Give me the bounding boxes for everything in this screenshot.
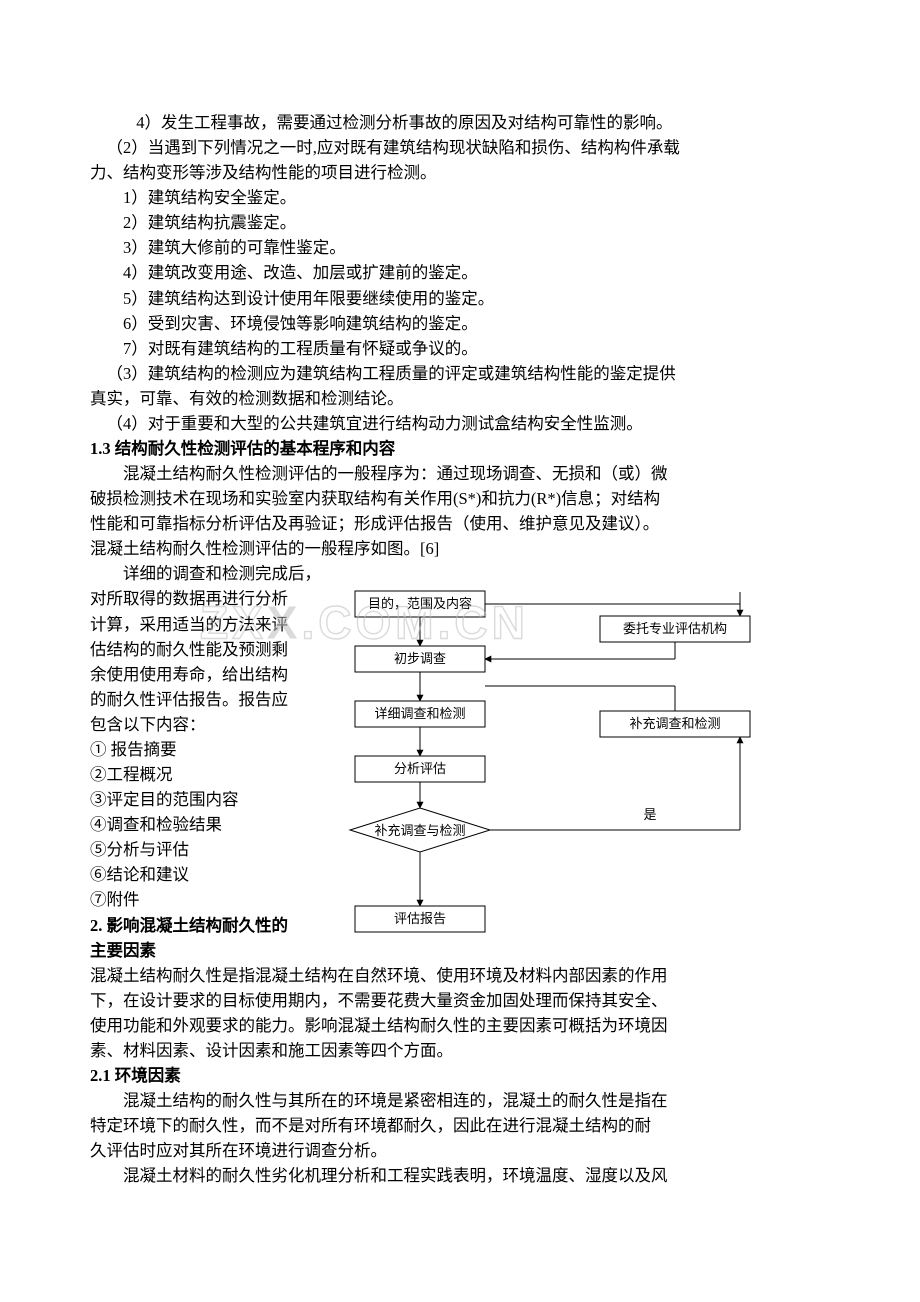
body-text: 计算，采用适当的方法来评 xyxy=(90,612,300,637)
heading-1-3: 1.3 结构耐久性检测评估的基本程序和内容 xyxy=(90,436,830,461)
body-text: 素、材料因素、设计因素和施工因素等四个方面。 xyxy=(90,1038,830,1063)
body-text: 3）建筑大修前的可靠性鉴定。 xyxy=(90,235,830,260)
list-item: ③评定目的范围内容 xyxy=(90,787,300,812)
list-item: ②工程概况 xyxy=(90,762,300,787)
body-text: 真实，可靠、有效的检测数据和检测结论。 xyxy=(90,386,830,411)
body-text: （3）建筑结构的检测应为建筑结构工程质量的评定或建筑结构性能的鉴定提供 xyxy=(90,361,830,386)
flowchart-container: 目的，范围及内容 初步调查 详细调查和检测 分析评估 补充调查与检测 评估报告 … xyxy=(300,586,830,956)
body-text: 1）建筑结构安全鉴定。 xyxy=(90,185,830,210)
body-text: 特定环境下的耐久性，而不是对所有环境都耐久，因此在进行混凝土结构的耐 xyxy=(90,1113,830,1138)
left-text-column: 对所取得的数据再进行分析 计算，采用适当的方法来评 估结构的耐久性能及预测剩 余… xyxy=(90,586,300,962)
body-text: 余使用使用寿命，给出结构 xyxy=(90,662,300,687)
document-page: ZXX.COM.CN 4）发生工程事故，需要通过检测分析事故的原因及对结构可靠性… xyxy=(0,0,920,1248)
body-text: 力、结构变形等涉及结构性能的项目进行检测。 xyxy=(90,160,830,185)
body-text: （2）当遇到下列情况之一时,应对既有建筑结构现状缺陷和损伤、结构构件承载 xyxy=(90,135,830,160)
body-text: 估结构的耐久性能及预测剩 xyxy=(90,637,300,662)
body-text: 混凝土结构耐久性检测评估的一般程序为：通过现场调查、无损和（或）微 xyxy=(90,461,830,486)
body-text: 破损检测技术在现场和实验室内获取结构有关作用(S*)和抗力(R*)信息；对结构 xyxy=(90,486,830,511)
flow-label: 目的，范围及内容 xyxy=(368,596,472,611)
body-text: 性能和可靠指标分析评估及再验证；形成评估报告（使用、维护意见及建议）。 xyxy=(90,511,830,536)
heading-2-1: 2.1 环境因素 xyxy=(90,1063,830,1088)
body-text: 混凝土材料的耐久性劣化机理分析和工程实践表明，环境温度、湿度以及风 xyxy=(90,1163,830,1188)
body-text: 的耐久性评估报告。报告应 xyxy=(90,687,300,712)
list-item: ⑤分析与评估 xyxy=(90,837,300,862)
body-text: 详细的调查和检测完成后， xyxy=(90,561,830,586)
body-text: 5）建筑结构达到设计使用年限要继续使用的鉴定。 xyxy=(90,286,830,311)
flowchart: 目的，范围及内容 初步调查 详细调查和检测 分析评估 补充调查与检测 评估报告 … xyxy=(300,586,790,956)
body-text: 7）对既有建筑结构的工程质量有怀疑或争议的。 xyxy=(90,336,830,361)
body-text: 使用功能和外观要求的能力。影响混凝土结构耐久性的主要因素可概括为环境因 xyxy=(90,1013,830,1038)
list-item: ④调查和检验结果 xyxy=(90,812,300,837)
body-text: 2）建筑结构抗震鉴定。 xyxy=(90,210,830,235)
body-text: 混凝土结构耐久性是指混凝土结构在自然环境、使用环境及材料内部因素的作用 xyxy=(90,963,830,988)
body-text: 混凝土结构的耐久性与其所在的环境是紧密相连的，混凝土的耐久性是指在 xyxy=(90,1088,830,1113)
body-text: （4）对于重要和大型的公共建筑宜进行结构动力测试盒结构安全性监测。 xyxy=(90,411,830,436)
flow-label: 补充调查与检测 xyxy=(374,823,465,838)
heading-2: 2. 影响混凝土结构耐久性的 xyxy=(90,913,300,938)
body-text: 下，在设计要求的目标使用期内，不需要花费大量资金加固处理而保持其安全、 xyxy=(90,988,830,1013)
heading-2: 主要因素 xyxy=(90,938,300,963)
flow-label: 分析评估 xyxy=(394,761,446,776)
flow-label: 详细调查和检测 xyxy=(374,706,465,721)
body-text: 对所取得的数据再进行分析 xyxy=(90,586,300,611)
body-text: 混凝土结构耐久性检测评估的一般程序如图。[6] xyxy=(90,536,830,561)
body-text: 4）发生工程事故，需要通过检测分析事故的原因及对结构可靠性的影响。 xyxy=(90,110,830,135)
body-text: 6）受到灾害、环境侵蚀等影响建筑结构的鉴定。 xyxy=(90,311,830,336)
body-text: 4）建筑改变用途、改造、加层或扩建前的鉴定。 xyxy=(90,260,830,285)
flow-label: 评估报告 xyxy=(394,911,446,926)
body-text: 久评估时应对其所在环境进行调查分析。 xyxy=(90,1138,830,1163)
body-text: 包含以下内容： xyxy=(90,712,300,737)
flow-label: 初步调查 xyxy=(394,651,446,666)
flow-yes-label: 是 xyxy=(643,807,656,822)
text-and-flowchart-row: 对所取得的数据再进行分析 计算，采用适当的方法来评 估结构的耐久性能及预测剩 余… xyxy=(90,586,830,962)
flow-label: 补充调查和检测 xyxy=(629,716,720,731)
flow-label: 委托专业评估机构 xyxy=(623,621,727,636)
list-item: ① 报告摘要 xyxy=(90,737,300,762)
list-item: ⑦附件 xyxy=(90,887,300,912)
list-item: ⑥结论和建议 xyxy=(90,862,300,887)
